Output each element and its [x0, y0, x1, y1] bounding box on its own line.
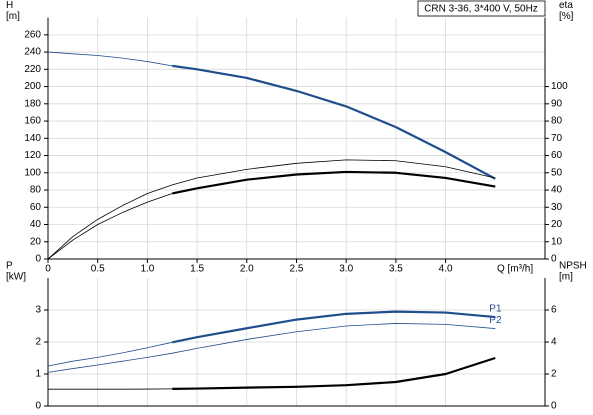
x-tick-label: 1.0	[140, 264, 154, 275]
curve	[47, 193, 173, 260]
y2-axis-label: eta	[559, 0, 573, 11]
y-axis-label: [kW]	[6, 272, 26, 283]
y-tick-label: 260	[24, 29, 41, 40]
y-axis-label: H	[6, 0, 13, 11]
y2-tick-label: 60	[551, 150, 563, 161]
x-tick-label: 0.5	[91, 264, 105, 275]
y2-tick-label: 70	[551, 133, 563, 144]
y-tick-label: 180	[24, 98, 41, 109]
y2-tick-label: 6	[551, 305, 557, 316]
y2-tick-label: 2	[551, 369, 557, 380]
annotation: CRN 3-36, 3*400 V, 50Hz	[424, 4, 538, 15]
y2-tick-label: 0	[551, 401, 557, 412]
y2-tick-label: 90	[551, 98, 563, 109]
curve	[172, 170, 496, 195]
curve	[47, 323, 496, 373]
y-tick-label: 0	[35, 254, 41, 265]
curve	[172, 356, 496, 390]
curve	[47, 159, 496, 260]
y-tick-label: 120	[24, 150, 41, 161]
x-tick-label: 3.5	[389, 264, 403, 275]
y-tick-label: 220	[24, 64, 41, 75]
y-tick-label: 60	[30, 202, 42, 213]
y-axis-label: [m]	[6, 11, 20, 22]
y2-axis-label: [%]	[559, 11, 574, 22]
y-tick-label: 80	[30, 185, 42, 196]
series-label: P2	[489, 315, 502, 326]
x-tick-label: 1.5	[190, 264, 204, 275]
y-tick-label: 3	[35, 305, 41, 316]
annotation-box	[417, 0, 546, 17]
y-tick-label: 140	[24, 133, 41, 144]
x-tick-label: 2.5	[290, 264, 304, 275]
y-tick-label: 2	[35, 337, 41, 348]
curve	[47, 51, 173, 67]
y2-tick-label: 4	[551, 337, 557, 348]
y2-tick-label: 100	[551, 81, 568, 92]
x-axis-label: Q [m³/h]	[497, 264, 533, 275]
y2-axis-label: NPSH	[559, 261, 587, 272]
y2-tick-label: 0	[551, 254, 557, 265]
y-axis-label: P	[6, 261, 13, 272]
y2-tick-label: 10	[551, 236, 563, 247]
y2-tick-label: 50	[551, 167, 563, 178]
y-tick-label: 40	[30, 219, 42, 230]
curve	[172, 64, 496, 180]
y2-tick-label: 30	[551, 202, 563, 213]
curve	[47, 341, 173, 367]
x-tick-label: 3.0	[339, 264, 353, 275]
y2-tick-label: 80	[551, 116, 563, 127]
y-tick-label: 100	[24, 167, 41, 178]
y2-tick-label: 40	[551, 185, 563, 196]
y2-axis-label: [m]	[559, 272, 573, 283]
x-tick-label: 4.0	[439, 264, 453, 275]
x-tick-label: 2.0	[240, 264, 254, 275]
y-tick-label: 240	[24, 47, 41, 58]
y-tick-label: 20	[30, 236, 42, 247]
y-tick-label: 200	[24, 81, 41, 92]
x-tick-label: 0	[45, 264, 51, 275]
y-tick-label: 0	[35, 401, 41, 412]
y-tick-label: 1	[35, 369, 41, 380]
y-tick-label: 160	[24, 116, 41, 127]
curve	[172, 310, 496, 344]
series-label: P1	[489, 304, 502, 315]
y2-tick-label: 20	[551, 219, 563, 230]
